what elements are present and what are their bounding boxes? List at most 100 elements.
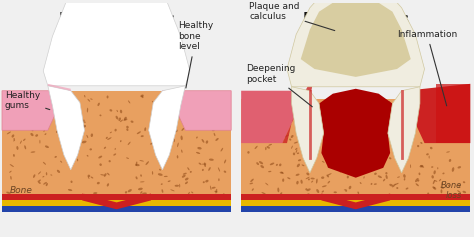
Ellipse shape bbox=[84, 194, 87, 197]
Ellipse shape bbox=[60, 161, 62, 163]
Ellipse shape bbox=[14, 110, 16, 113]
Text: Inflammation: Inflammation bbox=[397, 30, 457, 106]
Ellipse shape bbox=[289, 138, 292, 141]
Ellipse shape bbox=[247, 151, 250, 154]
Text: Periodontitis: Periodontitis bbox=[302, 12, 409, 27]
Polygon shape bbox=[319, 89, 392, 178]
Ellipse shape bbox=[168, 180, 171, 182]
Ellipse shape bbox=[109, 132, 112, 133]
Ellipse shape bbox=[58, 131, 61, 133]
Ellipse shape bbox=[161, 111, 164, 115]
Ellipse shape bbox=[186, 113, 188, 115]
Ellipse shape bbox=[215, 138, 219, 141]
Ellipse shape bbox=[446, 151, 450, 153]
Ellipse shape bbox=[107, 96, 109, 98]
Ellipse shape bbox=[344, 189, 346, 190]
Ellipse shape bbox=[214, 133, 215, 136]
Ellipse shape bbox=[126, 128, 128, 131]
Ellipse shape bbox=[267, 146, 270, 149]
Ellipse shape bbox=[168, 144, 170, 147]
Ellipse shape bbox=[392, 202, 394, 205]
Ellipse shape bbox=[463, 191, 466, 193]
Ellipse shape bbox=[88, 175, 90, 177]
Ellipse shape bbox=[166, 120, 169, 121]
Ellipse shape bbox=[457, 105, 461, 108]
Ellipse shape bbox=[184, 105, 185, 108]
Ellipse shape bbox=[161, 183, 163, 185]
Ellipse shape bbox=[427, 192, 429, 196]
Ellipse shape bbox=[31, 100, 33, 103]
Ellipse shape bbox=[120, 140, 121, 142]
Ellipse shape bbox=[201, 139, 204, 143]
Ellipse shape bbox=[100, 198, 106, 201]
Ellipse shape bbox=[348, 129, 351, 132]
Ellipse shape bbox=[268, 171, 272, 172]
Ellipse shape bbox=[31, 126, 34, 129]
FancyBboxPatch shape bbox=[241, 201, 470, 206]
Ellipse shape bbox=[174, 185, 179, 187]
Ellipse shape bbox=[9, 171, 12, 173]
Text: Deepening
pocket: Deepening pocket bbox=[246, 64, 312, 107]
Ellipse shape bbox=[337, 107, 339, 109]
Ellipse shape bbox=[151, 114, 153, 117]
Ellipse shape bbox=[325, 102, 328, 104]
Ellipse shape bbox=[169, 128, 171, 130]
Ellipse shape bbox=[276, 164, 278, 166]
Ellipse shape bbox=[379, 137, 381, 139]
Ellipse shape bbox=[88, 176, 90, 179]
Ellipse shape bbox=[202, 164, 207, 165]
Ellipse shape bbox=[35, 134, 38, 137]
Ellipse shape bbox=[316, 189, 319, 193]
Ellipse shape bbox=[313, 135, 315, 137]
Ellipse shape bbox=[418, 180, 419, 182]
Ellipse shape bbox=[43, 182, 47, 185]
Ellipse shape bbox=[370, 161, 372, 164]
Ellipse shape bbox=[222, 112, 226, 114]
Ellipse shape bbox=[280, 192, 283, 195]
Text: Healthy
gums: Healthy gums bbox=[5, 91, 50, 110]
Ellipse shape bbox=[321, 191, 324, 193]
Ellipse shape bbox=[180, 118, 183, 119]
Ellipse shape bbox=[415, 178, 419, 182]
Ellipse shape bbox=[144, 127, 146, 131]
Ellipse shape bbox=[434, 180, 438, 182]
Ellipse shape bbox=[439, 179, 441, 181]
Ellipse shape bbox=[461, 128, 463, 132]
Ellipse shape bbox=[225, 198, 227, 202]
Ellipse shape bbox=[181, 150, 182, 153]
Ellipse shape bbox=[306, 177, 310, 179]
Ellipse shape bbox=[24, 145, 26, 149]
Ellipse shape bbox=[285, 135, 289, 137]
Ellipse shape bbox=[417, 145, 419, 147]
Ellipse shape bbox=[314, 124, 317, 126]
Ellipse shape bbox=[258, 126, 262, 129]
Ellipse shape bbox=[23, 139, 26, 141]
Ellipse shape bbox=[392, 127, 395, 131]
Ellipse shape bbox=[159, 161, 161, 163]
Ellipse shape bbox=[30, 133, 34, 136]
Ellipse shape bbox=[277, 136, 280, 138]
Text: Plaque and
calculus: Plaque and calculus bbox=[249, 2, 335, 31]
Ellipse shape bbox=[10, 164, 14, 167]
Ellipse shape bbox=[31, 151, 36, 153]
Ellipse shape bbox=[182, 206, 185, 209]
Ellipse shape bbox=[107, 137, 111, 140]
Ellipse shape bbox=[84, 95, 85, 97]
Ellipse shape bbox=[22, 110, 24, 113]
Ellipse shape bbox=[360, 134, 364, 135]
Ellipse shape bbox=[301, 164, 304, 166]
Ellipse shape bbox=[441, 182, 442, 186]
Ellipse shape bbox=[191, 191, 193, 193]
Ellipse shape bbox=[198, 100, 200, 104]
Ellipse shape bbox=[447, 139, 449, 140]
Ellipse shape bbox=[283, 196, 287, 198]
Ellipse shape bbox=[307, 193, 310, 194]
Ellipse shape bbox=[341, 123, 346, 124]
Ellipse shape bbox=[437, 167, 438, 169]
Ellipse shape bbox=[109, 109, 112, 112]
Ellipse shape bbox=[104, 147, 106, 149]
Ellipse shape bbox=[291, 146, 293, 149]
Ellipse shape bbox=[205, 180, 209, 182]
Ellipse shape bbox=[77, 159, 78, 161]
Ellipse shape bbox=[277, 118, 279, 121]
